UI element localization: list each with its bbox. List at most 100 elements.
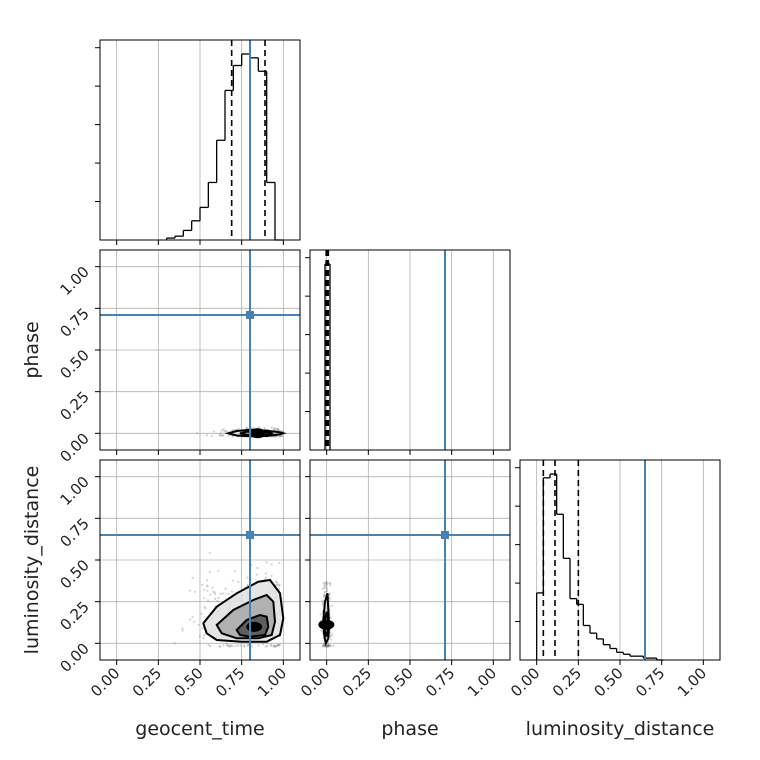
panel-luminosity_distance-vs-geocent_time-sample-171 — [206, 585, 209, 588]
panel-luminosity_distance-vs-phase-sample-101 — [323, 586, 326, 589]
panel-luminosity_distance-vs-geocent_time-sample-23 — [208, 551, 211, 554]
panel-luminosity_distance-vs-geocent_time-sample-145 — [275, 644, 278, 647]
panel-luminosity_distance-vs-geocent_time-sample-252 — [203, 596, 206, 600]
panel-phase-vs-geocent_time-sample-60 — [278, 429, 282, 432]
panel-luminosity_distance-vs-phase-sample-46 — [329, 582, 332, 585]
panel-luminosity_distance-vs-geocent_time-sample-101 — [206, 584, 209, 587]
panel-luminosity_distance-vs-geocent_time-sample-80 — [217, 569, 220, 572]
panel-luminosity_distance-vs-phase-sample-197 — [332, 644, 335, 647]
panel-luminosity_distance-vs-geocent_time-sample-108 — [276, 644, 280, 647]
panel-luminosity_distance-vs-geocent_time-sample-55 — [243, 645, 246, 648]
panel-luminosity_distance-vs-geocent_time-sample-81 — [276, 583, 279, 587]
panel-luminosity_distance-vs-phase-sample-157 — [326, 645, 329, 648]
panel-luminosity_distance-vs-geocent_time-sample-125 — [200, 612, 203, 615]
ylabel-phase: phase — [21, 321, 43, 378]
panel-luminosity_distance-vs-geocent_time-sample-115 — [221, 592, 224, 595]
panel-phase-vs-geocent_time-sample-112 — [276, 427, 279, 431]
panel-luminosity_distance-vs-geocent_time-sample-259 — [193, 620, 196, 623]
hist-luminosity_distance-frame — [519, 459, 721, 661]
panel-luminosity_distance-vs-geocent_time-xtick-label-1: 0.25 — [129, 664, 165, 700]
panel-luminosity_distance-vs-phase-sample-146 — [325, 583, 329, 586]
panel-luminosity_distance-vs-geocent_time-ytick-label-2: 0.50 — [56, 556, 92, 592]
panel-phase-vs-geocent_time-sample-42 — [221, 434, 224, 437]
panel-luminosity_distance-vs-phase-xtick-label-2: 0.50 — [380, 664, 416, 700]
panel-luminosity_distance-vs-phase-sample-36 — [324, 590, 328, 593]
panel-luminosity_distance-vs-phase-peak — [318, 619, 335, 630]
panel-phase-vs-geocent_time-sample-197 — [272, 428, 275, 431]
panel-luminosity_distance-vs-geocent_time-sample-3 — [272, 645, 275, 648]
panel-phase-vs-geocent_time-sample-86 — [231, 429, 234, 432]
panel-luminosity_distance-vs-phase-sample-93 — [325, 589, 329, 593]
panel-luminosity_distance-vs-geocent_time-sample-11 — [237, 644, 240, 647]
panel-luminosity_distance-vs-phase-sample-241 — [319, 613, 322, 616]
panel-luminosity_distance-vs-geocent_time-sample-136 — [278, 644, 281, 647]
panel-luminosity_distance-vs-geocent_time-xtick-label-2: 0.50 — [170, 664, 206, 700]
panel-luminosity_distance-vs-geocent_time-sample-128 — [188, 589, 192, 592]
panel-luminosity_distance-vs-phase-sample-19 — [327, 644, 330, 647]
panel-luminosity_distance-vs-geocent_time-sample-257 — [218, 645, 221, 648]
panel-phase-vs-geocent_time-sample-215 — [225, 429, 228, 433]
panel-luminosity_distance-vs-geocent_time-sample-233 — [262, 643, 265, 646]
panel-luminosity_distance-vs-geocent_time-sample-187 — [213, 593, 217, 596]
panel-phase-vs-geocent_time-ytick-label-1: 0.25 — [56, 388, 92, 424]
panel-luminosity_distance-vs-phase-sample-178 — [328, 592, 331, 595]
panel-luminosity_distance-vs-geocent_time-sample-137 — [201, 627, 204, 630]
panel-luminosity_distance-vs-geocent_time-sample-194 — [228, 645, 231, 648]
panel-luminosity_distance-vs-phase-xtick-label-3: 0.75 — [422, 664, 458, 700]
panel-luminosity_distance-vs-phase-sample-109 — [321, 602, 324, 605]
panel-luminosity_distance-vs-phase-sample-48 — [327, 644, 330, 648]
panel-luminosity_distance-vs-geocent_time-sample-168 — [275, 580, 278, 583]
panel-luminosity_distance-vs-phase-sample-15 — [329, 632, 332, 635]
panel-luminosity_distance-vs-geocent_time-sample-37 — [233, 569, 237, 572]
panel-luminosity_distance-vs-geocent_time-frame — [99, 459, 301, 661]
panel-luminosity_distance-vs-geocent_time-sample-255 — [203, 633, 206, 637]
panel-phase-vs-geocent_time-sample-65 — [219, 431, 222, 434]
panel-phase-vs-geocent_time-sample-251 — [205, 434, 209, 437]
panel-phase-vs-geocent_time-contour-0 — [224, 428, 287, 438]
panel-luminosity_distance-vs-geocent_time-sample-155 — [246, 576, 249, 579]
panel-luminosity_distance-vs-phase-sample-243 — [322, 644, 325, 648]
panel-luminosity_distance-vs-geocent_time-sample-138 — [272, 644, 275, 647]
panel-luminosity_distance-vs-geocent_time-sample-204 — [191, 615, 194, 619]
panel-luminosity_distance-vs-geocent_time-sample-231 — [246, 583, 249, 587]
panel-luminosity_distance-vs-phase-sample-64 — [323, 595, 326, 598]
panel-luminosity_distance-vs-geocent_time-sample-75 — [231, 644, 234, 648]
panel-luminosity_distance-vs-geocent_time-sample-123 — [224, 587, 227, 590]
panel-luminosity_distance-vs-geocent_time-peak — [246, 621, 263, 632]
panel-luminosity_distance-vs-phase-sample-148 — [327, 644, 330, 647]
panel-luminosity_distance-vs-geocent_time-contour-0 — [202, 578, 285, 643]
panel-luminosity_distance-vs-phase-sample-122 — [323, 591, 326, 594]
panel-luminosity_distance-vs-phase-sample-98 — [326, 644, 329, 647]
panel-luminosity_distance-vs-geocent_time-sample-74 — [227, 644, 230, 647]
panel-luminosity_distance-vs-geocent_time-sample-0 — [266, 644, 269, 648]
panel-luminosity_distance-vs-geocent_time-ytick-label-3: 0.75 — [56, 514, 92, 550]
panel-phase-vs-geocent_time-peak — [249, 428, 266, 439]
panel-luminosity_distance-vs-geocent_time-sample-152 — [270, 574, 273, 578]
panel-luminosity_distance-vs-geocent_time-sample-199 — [229, 645, 232, 648]
panel-luminosity_distance-vs-phase-sample-108 — [329, 638, 332, 641]
panel-phase-vs-geocent_time-sample-194 — [245, 427, 248, 430]
panel-phase-vs-geocent_time-sample-162 — [222, 434, 225, 437]
panel-luminosity_distance-vs-geocent_time-ytick-label-1: 0.25 — [56, 598, 92, 634]
panel-luminosity_distance-vs-geocent_time-sample-57 — [229, 644, 232, 647]
ylabel-luminosity_distance: luminosity_distance — [21, 466, 43, 655]
panel-luminosity_distance-vs-geocent_time-sample-193 — [216, 599, 219, 603]
panel-luminosity_distance-vs-phase-xtick-label-0: 0.00 — [297, 664, 333, 700]
panel-luminosity_distance-vs-phase-sample-168 — [325, 586, 328, 589]
panel-phase-vs-geocent_time-sample-146 — [278, 435, 282, 438]
panel-luminosity_distance-vs-geocent_time-sample-90 — [275, 581, 279, 584]
panel-luminosity_distance-vs-geocent_time-sample-5 — [202, 637, 205, 640]
panel-phase-vs-geocent_time-sample-241 — [220, 434, 223, 438]
panel-luminosity_distance-vs-phase-xtick-label-1: 0.25 — [339, 664, 375, 700]
panel-luminosity_distance-vs-geocent_time-sample-116 — [219, 592, 222, 595]
panel-luminosity_distance-vs-geocent_time-sample-186 — [204, 607, 207, 610]
panel-phase-vs-geocent_time-truth-marker — [246, 311, 254, 319]
panel-phase-vs-geocent_time-sample-133 — [252, 427, 255, 430]
panel-luminosity_distance-vs-geocent_time-sample-36 — [234, 644, 237, 647]
panel-luminosity_distance-vs-phase-sample-67 — [324, 582, 328, 585]
panel-luminosity_distance-vs-geocent_time-xtick-label-0: 0.00 — [87, 664, 123, 700]
panel-luminosity_distance-vs-geocent_time-sample-216 — [250, 644, 254, 648]
panel-phase-vs-geocent_time-sample-123 — [280, 434, 283, 438]
